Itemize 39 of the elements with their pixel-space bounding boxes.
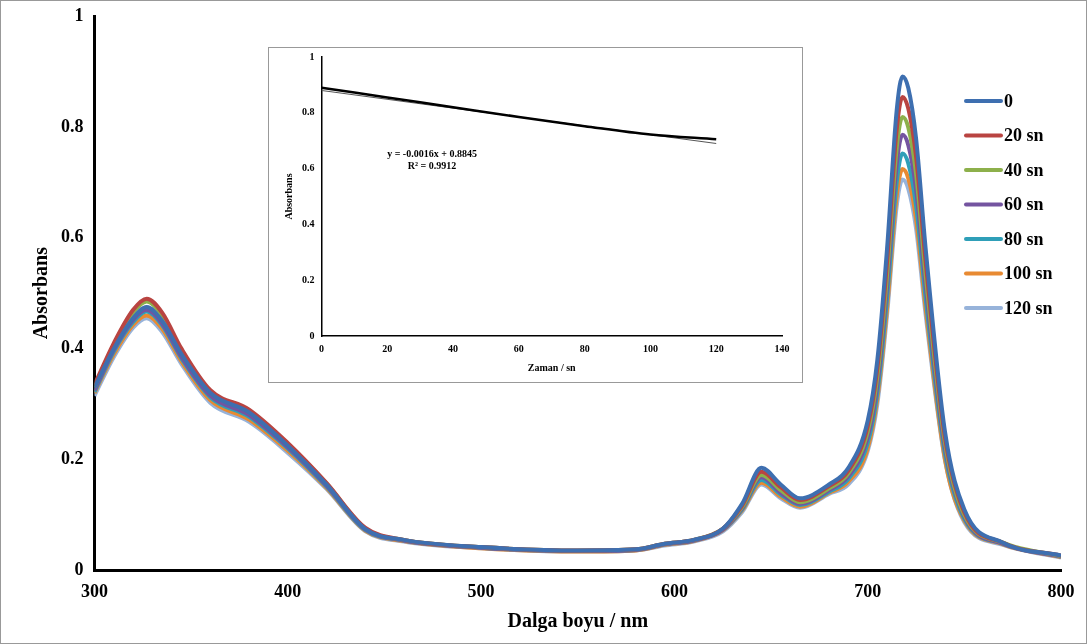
legend-label: 40 sn <box>1004 159 1044 180</box>
y-axis-title: Absorbans <box>29 246 52 340</box>
legend-label: 80 sn <box>1004 228 1044 249</box>
x-tick-label: 700 <box>854 580 882 601</box>
x-axis-title: Zaman / sn <box>527 361 577 373</box>
y-tick-label: 0.6 <box>61 226 84 247</box>
legend-label: 100 sn <box>1004 263 1053 284</box>
x-tick-label: 400 <box>274 580 302 601</box>
x-tick-label: 20 <box>382 342 393 354</box>
y-tick-label: 0.2 <box>61 448 84 469</box>
annotation: y = -0.0016x + 0.8845 <box>387 148 477 160</box>
x-tick-label: 800 <box>1047 580 1075 601</box>
legend-label: 0 <box>1004 90 1013 111</box>
y-tick-label: 0.2 <box>302 273 315 285</box>
y-tick-label: 0 <box>309 329 315 341</box>
y-tick-label: 0.6 <box>302 162 315 174</box>
y-tick-label: 0.8 <box>302 106 315 118</box>
x-tick-label: 100 <box>642 342 658 354</box>
x-tick-label: 80 <box>579 342 590 354</box>
x-tick-label: 60 <box>513 342 524 354</box>
y-tick-label: 0 <box>74 559 84 580</box>
legend-label: 60 sn <box>1004 194 1044 215</box>
x-tick-label: 0 <box>319 342 324 354</box>
x-tick-label: 120 <box>708 342 724 354</box>
x-axis-title: Dalga boyu / nm <box>507 609 649 633</box>
legend-label: 120 sn <box>1004 297 1053 318</box>
x-tick-label: 40 <box>448 342 459 354</box>
y-tick-label: 1 <box>309 50 315 62</box>
annotation: R² = 0.9912 <box>407 160 457 172</box>
x-tick-label: 140 <box>774 342 790 354</box>
x-tick-label: 500 <box>467 580 495 601</box>
legend-label: 20 sn <box>1004 125 1044 146</box>
y-tick-label: 0.4 <box>61 337 84 358</box>
y-tick-label: 0.4 <box>302 217 315 229</box>
y-axis-title: Absorbans <box>282 173 294 220</box>
y-tick-label: 1 <box>74 4 84 25</box>
y-tick-label: 0.8 <box>61 115 84 136</box>
x-tick-label: 300 <box>81 580 108 601</box>
x-tick-label: 600 <box>660 580 688 601</box>
